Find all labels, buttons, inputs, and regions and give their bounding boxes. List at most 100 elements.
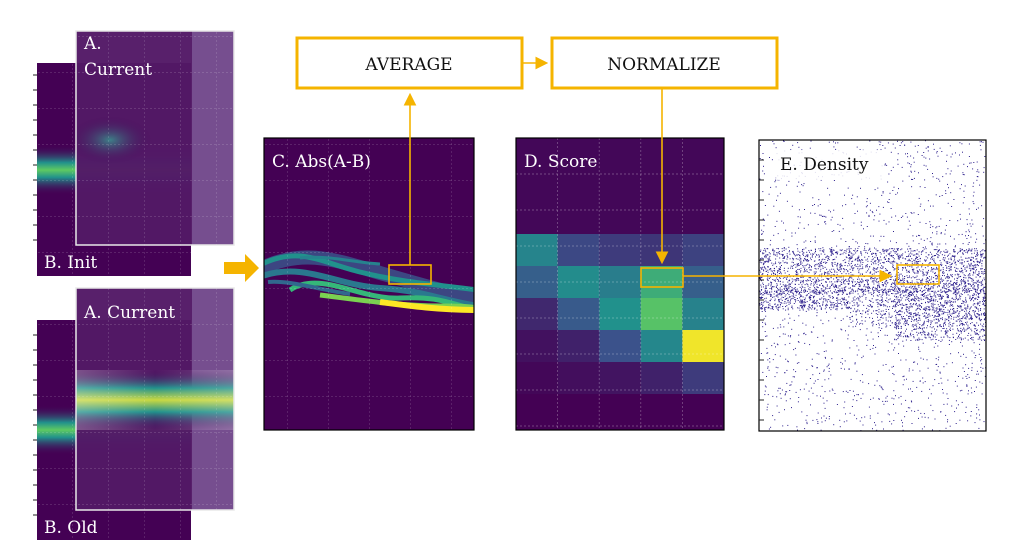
density-dot bbox=[858, 270, 860, 272]
density-dot bbox=[863, 291, 865, 293]
density-dot bbox=[905, 330, 906, 332]
density-dot bbox=[837, 251, 839, 253]
density-dot bbox=[955, 339, 957, 340]
density-dot bbox=[774, 303, 776, 305]
density-dot bbox=[966, 267, 968, 269]
density-dot bbox=[832, 274, 834, 276]
density-dot bbox=[899, 310, 901, 312]
density-dot bbox=[929, 289, 931, 290]
density-dot bbox=[947, 202, 949, 204]
density-dot bbox=[805, 264, 807, 266]
density-dot bbox=[895, 215, 897, 217]
density-dot bbox=[777, 296, 779, 298]
density-dot bbox=[776, 252, 778, 253]
density-dot bbox=[784, 344, 786, 346]
a-current-top-panel: A. Current bbox=[68, 30, 235, 246]
density-dot bbox=[803, 291, 805, 293]
density-dot bbox=[857, 263, 859, 265]
density-dot bbox=[789, 398, 791, 400]
density-dot bbox=[877, 314, 879, 315]
density-dot bbox=[820, 260, 822, 262]
density-dot bbox=[951, 263, 953, 265]
density-dot bbox=[775, 263, 777, 265]
density-dot bbox=[842, 289, 844, 291]
density-dot bbox=[910, 388, 911, 390]
density-dot bbox=[979, 343, 981, 345]
density-dot bbox=[783, 222, 784, 224]
density-dot bbox=[822, 258, 824, 260]
density-dot bbox=[921, 280, 923, 282]
density-dot bbox=[810, 284, 812, 286]
density-dot bbox=[843, 280, 845, 281]
density-dot bbox=[936, 329, 938, 331]
density-dot bbox=[816, 312, 818, 314]
density-dot bbox=[865, 206, 867, 208]
density-dot bbox=[877, 412, 879, 414]
density-dot bbox=[786, 305, 788, 307]
density-dot bbox=[895, 274, 897, 276]
density-dot bbox=[895, 278, 897, 280]
density-dot bbox=[970, 269, 972, 271]
density-dot bbox=[903, 295, 905, 297]
density-dot bbox=[984, 156, 986, 157]
density-dot bbox=[931, 276, 933, 278]
density-dot bbox=[804, 305, 806, 307]
density-dot bbox=[927, 309, 929, 311]
density-dot bbox=[951, 297, 953, 299]
density-dot bbox=[946, 331, 948, 333]
density-dot bbox=[943, 304, 945, 306]
density-dot bbox=[890, 284, 892, 286]
density-dot bbox=[847, 187, 849, 189]
density-dot bbox=[960, 280, 962, 282]
density-dot bbox=[961, 280, 963, 282]
density-dot bbox=[772, 395, 774, 397]
density-dot bbox=[950, 284, 952, 286]
density-dot bbox=[949, 173, 951, 175]
density-dot bbox=[968, 277, 970, 279]
density-dot bbox=[844, 194, 845, 196]
density-dot bbox=[881, 386, 883, 388]
density-dot bbox=[956, 286, 958, 288]
density-dot bbox=[801, 300, 803, 302]
density-dot bbox=[847, 300, 849, 302]
density-dot bbox=[897, 292, 899, 294]
density-dot bbox=[792, 259, 794, 261]
density-dot bbox=[963, 290, 965, 292]
density-dot bbox=[903, 332, 905, 334]
density-dot bbox=[981, 339, 983, 341]
density-dot bbox=[921, 390, 923, 392]
density-dot bbox=[804, 268, 805, 270]
density-dot bbox=[828, 273, 830, 275]
density-dot bbox=[765, 324, 767, 326]
density-dot bbox=[949, 329, 951, 331]
density-dot bbox=[881, 388, 883, 390]
density-dot bbox=[956, 271, 958, 272]
density-dot bbox=[835, 285, 837, 287]
density-dot bbox=[943, 279, 945, 281]
density-dot bbox=[940, 295, 942, 297]
density-dot bbox=[831, 292, 833, 294]
density-dot bbox=[901, 419, 902, 421]
density-dot bbox=[788, 274, 790, 276]
density-dot bbox=[761, 268, 763, 270]
density-dot bbox=[862, 280, 864, 282]
density-dot bbox=[905, 299, 907, 301]
density-dot bbox=[945, 270, 947, 271]
density-dot bbox=[815, 251, 816, 252]
density-dot bbox=[927, 314, 929, 316]
density-dot bbox=[856, 319, 857, 321]
density-dot bbox=[965, 231, 967, 233]
density-dot bbox=[789, 258, 791, 260]
density-dot bbox=[959, 294, 960, 296]
density-dot bbox=[822, 293, 824, 295]
density-dot bbox=[936, 246, 938, 248]
density-dot bbox=[877, 295, 879, 297]
density-dot bbox=[920, 253, 922, 255]
density-dot bbox=[802, 281, 804, 283]
density-dot bbox=[765, 335, 767, 337]
density-dot bbox=[970, 316, 972, 318]
density-dot bbox=[775, 291, 777, 293]
density-dot bbox=[868, 249, 870, 251]
density-dot bbox=[941, 280, 943, 282]
density-dot bbox=[874, 261, 876, 263]
